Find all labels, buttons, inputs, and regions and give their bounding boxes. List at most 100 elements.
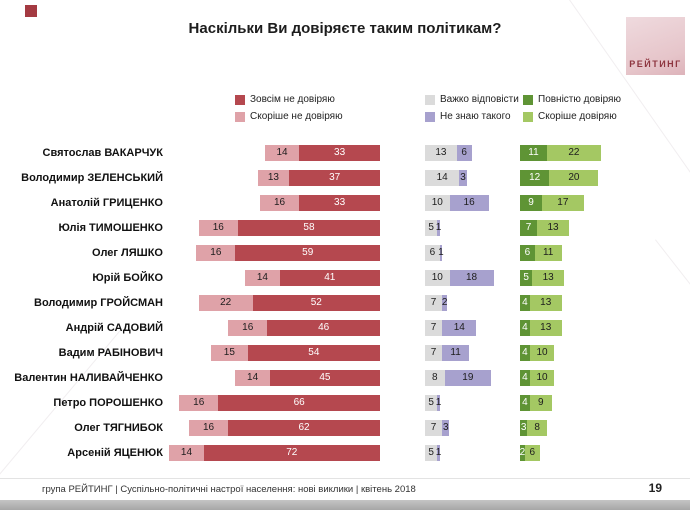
legend-label: Повністю довіряю <box>538 94 621 105</box>
bar-value: 16 <box>193 397 205 408</box>
bar-group-neutral: 13 6 <box>425 145 535 161</box>
bar-value: 10 <box>536 372 548 383</box>
chart-row: Юрій БОЙКО 14 41 10 18 5 13 <box>10 266 690 291</box>
bar-value: 16 <box>463 197 475 208</box>
bar-segment: 3 <box>459 170 467 186</box>
bar-segment: 2 <box>520 445 525 461</box>
bar-segment: 13 <box>529 320 562 336</box>
bar-value: 18 <box>465 272 478 283</box>
bar-group-negative: 14 33 <box>165 145 380 161</box>
bar-segment: 8 <box>425 370 445 386</box>
bar-segment: 33 <box>299 145 380 161</box>
bar-segment: 11 <box>534 245 562 261</box>
bar-segment: 13 <box>537 220 569 236</box>
bar-value: 66 <box>293 397 305 408</box>
politician-name: Святослав ВАКАРЧУК <box>42 147 163 159</box>
bar-segment: 10 <box>529 345 555 361</box>
bar-value: 62 <box>298 422 310 433</box>
bar-value: 54 <box>308 347 320 358</box>
bar-segment: 16 <box>196 245 236 261</box>
politician-name: Олег ТЯГНИБОК <box>74 422 163 434</box>
chart-row: Святослав ВАКАРЧУК 14 33 13 6 11 22 <box>10 141 690 166</box>
bar-group-positive: 4 13 <box>520 320 650 336</box>
legend: Зовсім не довіряю Скоріше не довіряю Важк… <box>235 91 621 125</box>
bar-value: 16 <box>202 422 215 433</box>
bar-value: 8 <box>534 422 540 433</box>
bar-segment: 58 <box>237 220 380 236</box>
bar-group-positive: 6 11 <box>520 245 650 261</box>
bar-value: 52 <box>310 297 322 308</box>
bar-segment: 6 <box>524 445 540 461</box>
bar-value: 5 <box>428 447 434 458</box>
bar-value: 14 <box>256 272 268 283</box>
bar-value: 16 <box>274 197 286 208</box>
politician-name: Вадим РАБІНОВИЧ <box>58 347 163 359</box>
chart-row: Арсеній ЯЦЕНЮК 14 72 5 1 2 6 <box>10 441 690 466</box>
rating-logo: РЕЙТИНГ <box>626 17 685 75</box>
politician-name: Володимир ГРОЙСМАН <box>34 297 163 309</box>
chart-rows: Святослав ВАКАРЧУК 14 33 13 6 11 22 Володимир З… <box>10 141 690 466</box>
bar-segment: 37 <box>289 170 380 186</box>
bar-segment: 41 <box>279 270 380 286</box>
chart-row: Олег ЛЯШКО 16 59 6 1 6 11 <box>10 241 690 266</box>
bar-value: 33 <box>334 197 346 208</box>
bar-segment: 54 <box>247 345 380 361</box>
bar-segment: 14 <box>425 170 460 186</box>
bar-value: 4 <box>522 322 528 333</box>
bar-segment: 46 <box>267 320 380 336</box>
bar-group-negative: 16 58 <box>165 220 380 236</box>
bar-segment: 13 <box>532 270 565 286</box>
bar-value: 37 <box>329 172 341 183</box>
bar-segment: 22 <box>198 295 253 311</box>
bar-group-negative: 16 59 <box>165 245 380 261</box>
chart-row: Вадим РАБІНОВИЧ 15 54 7 11 4 10 <box>10 341 690 366</box>
chart-title: Наскільки Ви довіряєте таким політикам? <box>188 20 502 37</box>
bar-value: 6 <box>461 147 467 158</box>
bar-value: 5 <box>428 222 434 233</box>
bar-segment: 16 <box>228 320 268 336</box>
bar-value: 6 <box>524 247 531 258</box>
legend-label: Скоріше довіряю <box>538 111 617 122</box>
bar-segment: 19 <box>444 370 492 386</box>
bar-segment: 16 <box>179 395 219 411</box>
bar-group-positive: 12 20 <box>520 170 650 186</box>
bar-segment: 20 <box>549 170 599 186</box>
bar-segment: 7 <box>425 295 443 311</box>
bar-value: 13 <box>547 222 559 233</box>
bar-value: 2 <box>441 297 448 308</box>
bar-segment: 16 <box>198 220 238 236</box>
bar-group-neutral: 8 19 <box>425 370 535 386</box>
corner-decoration-square <box>25 5 37 17</box>
bar-value: 9 <box>528 197 534 208</box>
bar-segment: 7 <box>520 220 538 236</box>
bar-segment: 7 <box>425 320 443 336</box>
bar-group-neutral: 14 3 <box>425 170 535 186</box>
legend-item: Скоріше довіряю <box>523 108 621 125</box>
bar-segment: 6 <box>456 145 472 161</box>
bar-group-positive: 11 22 <box>520 145 650 161</box>
bottom-edge-strip <box>0 500 690 510</box>
bar-segment: 13 <box>257 170 290 186</box>
bar-group-negative: 13 37 <box>165 170 380 186</box>
page-number: 19 <box>648 481 662 495</box>
bar-segment: 6 <box>425 245 440 261</box>
bar-segment: 10 <box>425 195 450 211</box>
politician-name: Анатолій ГРИЦЕНКО <box>50 197 163 209</box>
bar-value: 6 <box>429 247 436 258</box>
bar-group-positive: 5 13 <box>520 270 650 286</box>
bar-group-positive: 4 13 <box>520 295 650 311</box>
bar-segment: 52 <box>252 295 380 311</box>
bar-segment: 14 <box>264 145 300 161</box>
bar-value: 16 <box>242 322 254 333</box>
rating-logo-text: РЕЙТИНГ <box>629 59 682 69</box>
bar-segment: 45 <box>269 370 380 386</box>
bar-value: 58 <box>303 222 315 233</box>
bar-segment: 7 <box>425 420 443 436</box>
bar-group-positive: 4 10 <box>520 370 650 386</box>
bar-value: 11 <box>528 147 539 158</box>
